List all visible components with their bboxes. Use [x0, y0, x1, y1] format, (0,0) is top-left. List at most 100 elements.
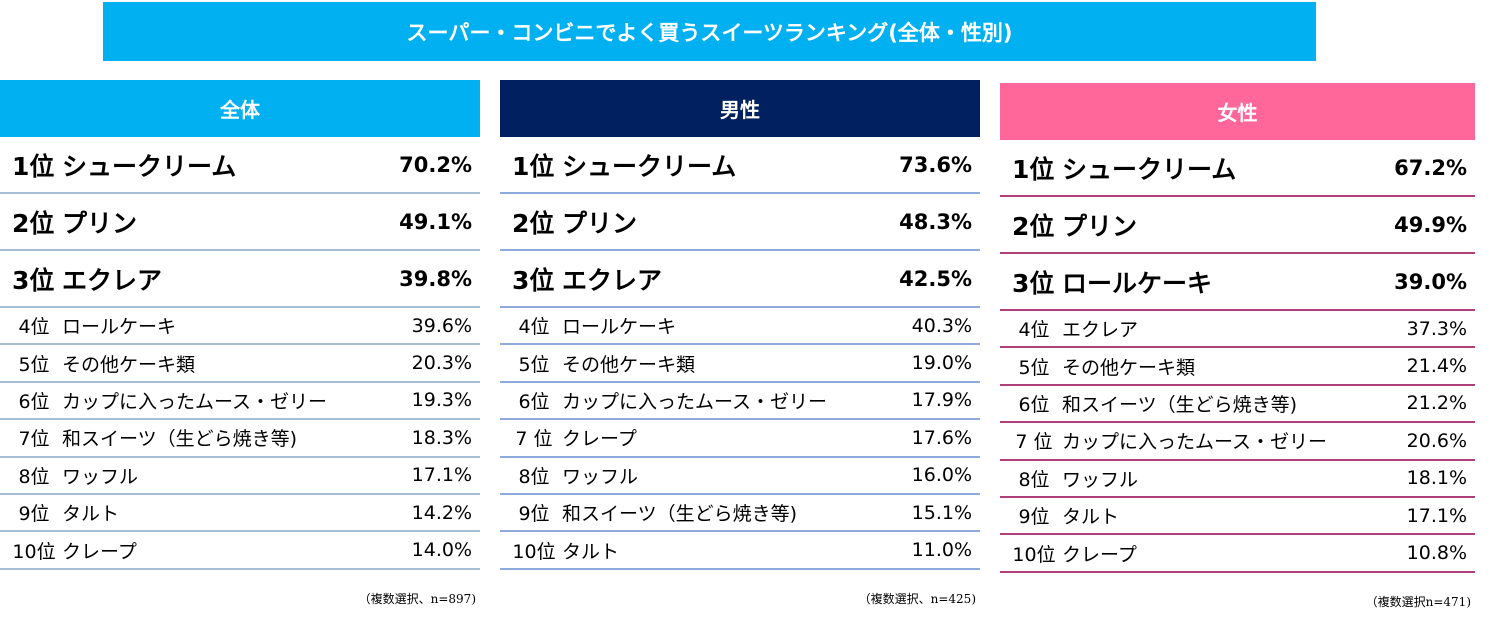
ranking-name: エクレア: [1062, 319, 1139, 342]
ranking-name: ワッフル: [1062, 468, 1139, 491]
ranking-name: その他ケーキ類: [62, 353, 196, 376]
ranking-row: 3位 ロールケーキ 39.0%: [1000, 254, 1475, 311]
ranking-name: クレープ: [62, 540, 137, 563]
ranking-rank: 9位: [18, 503, 50, 526]
ranking-pct: 17.6%: [911, 426, 972, 449]
ranking-name: プリン: [62, 208, 138, 238]
panel-female: 女性 1位 シュークリーム 67.2% 2位 プリン 49.9% 3位 ロールケーキ 39.0% 4…: [1000, 83, 1475, 610]
ranking-pct: 49.1%: [399, 209, 472, 234]
ranking-row: 9位 タルト 14.2%: [0, 495, 480, 533]
ranking-name: タルト: [562, 540, 620, 563]
ranking-name: シュークリーム: [62, 151, 237, 181]
ranking-row: 3位 エクレア 39.8%: [0, 251, 480, 308]
ranking-rank: 9位: [518, 503, 550, 526]
ranking-rank: 3位: [12, 265, 55, 295]
ranking-rank: 4位: [1018, 319, 1050, 342]
ranking-row: 2位 プリン 48.3%: [500, 194, 980, 251]
ranking-pct: 17.9%: [911, 389, 972, 412]
ranking-row: 7位 和スイーツ（生どら焼き等) 18.3%: [0, 420, 480, 458]
ranking-row: 2位 プリン 49.1%: [0, 194, 480, 251]
ranking-row: 10位 タルト 11.0%: [500, 532, 980, 570]
ranking-name: 和スイーツ（生どら焼き等): [1062, 393, 1298, 416]
sample-note: （複数選択、n=425): [858, 591, 976, 606]
panel-header: 男性: [500, 80, 980, 137]
ranking-name: エクレア: [62, 265, 163, 295]
ranking-row: 6位 和スイーツ（生どら焼き等) 21.2%: [1000, 386, 1475, 424]
ranking-rank: 9位: [1018, 506, 1050, 529]
ranking-rank: 6位: [518, 390, 550, 413]
ranking-pct: 39.6%: [411, 314, 472, 337]
ranking-row: 6位 カップに入ったムース・ゼリー 17.9%: [500, 383, 980, 421]
ranking-name: シュークリーム: [1062, 154, 1237, 184]
ranking-pct: 17.1%: [411, 464, 472, 487]
ranking-name: ロールケーキ: [1062, 268, 1213, 298]
ranking-rank: 6位: [1018, 393, 1050, 416]
ranking-pct: 10.8%: [1406, 542, 1467, 565]
ranking-name: 和スイーツ（生どら焼き等): [562, 503, 798, 526]
page-title: スーパー・コンビニでよく買うスイーツランキング(全体・性別): [103, 2, 1316, 61]
ranking-name: ロールケーキ: [562, 316, 677, 339]
ranking-row: 8位 ワッフル 17.1%: [0, 458, 480, 495]
ranking-rank: 1位: [12, 151, 55, 181]
ranking-row: 8位 ワッフル 18.1%: [1000, 461, 1475, 498]
ranking-pct: 21.2%: [1406, 392, 1467, 415]
ranking-row: 8位 ワッフル 16.0%: [500, 458, 980, 495]
ranking-rank: 10位: [1012, 543, 1056, 566]
ranking-rank: 1位: [512, 151, 555, 181]
ranking-name: ワッフル: [62, 465, 139, 488]
ranking-name: シュークリーム: [562, 151, 737, 181]
ranking-pct: 16.0%: [911, 464, 972, 487]
ranking-pct: 42.5%: [899, 266, 972, 291]
ranking-pct: 18.1%: [1406, 467, 1467, 490]
ranking-rank: 8位: [18, 465, 50, 488]
ranking-row: 2位 プリン 49.9%: [1000, 197, 1475, 254]
ranking-name: その他ケーキ類: [1062, 356, 1196, 379]
panel-overall: 全体 1位 シュークリーム 70.2% 2位 プリン 49.1% 3位 エクレア 39.8% 4位ロ…: [0, 80, 480, 607]
ranking-name: カップに入ったムース・ゼリー: [1062, 431, 1328, 454]
ranking-pct: 67.2%: [1394, 155, 1467, 180]
panel-male: 男性 1位 シュークリーム 73.6% 2位 プリン 48.3% 3位 エクレア 42.5% 4位ロ…: [500, 80, 980, 607]
ranking-pct: 21.4%: [1406, 355, 1467, 378]
ranking-pct: 40.3%: [911, 314, 972, 337]
ranking-pct: 14.2%: [411, 501, 472, 524]
ranking-pct: 18.3%: [411, 426, 472, 449]
ranking-row: 5位 その他ケーキ類 20.3%: [0, 345, 480, 383]
ranking-row: 1位 シュークリーム 70.2%: [0, 137, 480, 194]
ranking-pct: 49.9%: [1394, 212, 1467, 237]
ranking-pct: 17.1%: [1406, 504, 1467, 527]
ranking-pct: 48.3%: [899, 209, 972, 234]
ranking-row: 4位 ロールケーキ 40.3%: [500, 308, 980, 346]
ranking-rank: 2位: [1012, 211, 1055, 241]
ranking-rank: 6位: [18, 390, 50, 413]
ranking-rank: 5位: [1018, 356, 1050, 379]
ranking-rank: 7位: [18, 428, 50, 451]
sample-note: （複数選択n=471): [1365, 594, 1471, 609]
ranking-row: 9位 和スイーツ（生どら焼き等) 15.1%: [500, 495, 980, 533]
ranking-pct: 70.2%: [399, 152, 472, 177]
ranking-rank: 8位: [518, 465, 550, 488]
ranking-row: 5位 その他ケーキ類 21.4%: [1000, 348, 1475, 386]
ranking-rank: 1位: [1012, 154, 1055, 184]
ranking-row: 1位 シュークリーム 67.2%: [1000, 140, 1475, 197]
ranking-name: ロールケーキ: [62, 316, 177, 339]
ranking-rank: 8位: [1018, 468, 1050, 491]
ranking-pct: 19.0%: [911, 352, 972, 375]
ranking-rank: 3位: [1012, 268, 1055, 298]
ranking-row: 7 位クレープ 17.6%: [500, 420, 980, 458]
ranking-rank: 4位: [518, 316, 550, 339]
ranking-row: 3位 エクレア 42.5%: [500, 251, 980, 308]
ranking-row: 7 位カップに入ったムース・ゼリー 20.6%: [1000, 423, 1475, 461]
ranking-row: 6位 カップに入ったムース・ゼリー 19.3%: [0, 383, 480, 421]
ranking-rank: 10位: [512, 540, 556, 563]
ranking-name: その他ケーキ類: [562, 353, 696, 376]
ranking-rank: 7 位: [515, 428, 553, 451]
ranking-row: 5位 その他ケーキ類 19.0%: [500, 345, 980, 383]
panel-header: 女性: [1000, 83, 1475, 140]
ranking-pct: 39.8%: [399, 266, 472, 291]
panel-header: 全体: [0, 80, 480, 137]
ranking-pct: 19.3%: [411, 389, 472, 412]
ranking-name: クレープ: [1062, 543, 1137, 566]
ranking-pct: 15.1%: [911, 501, 972, 524]
ranking-row: 9位 タルト 17.1%: [1000, 498, 1475, 536]
ranking-rank: 4位: [18, 316, 50, 339]
